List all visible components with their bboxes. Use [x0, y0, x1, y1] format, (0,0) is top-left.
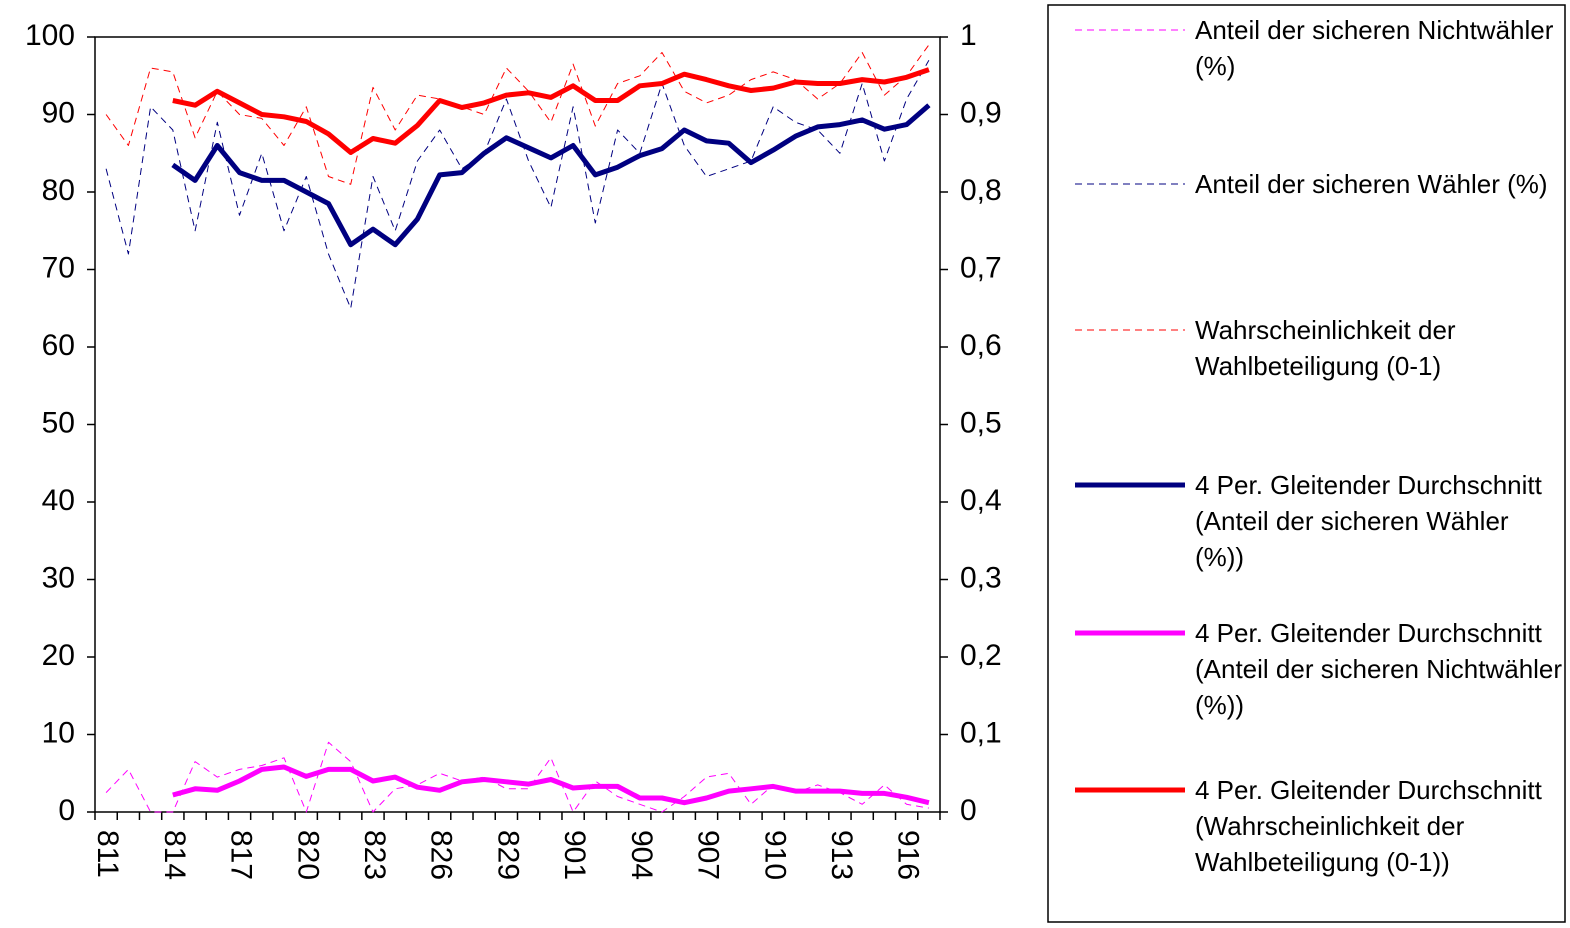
x-tick-label: 820 — [291, 830, 324, 880]
x-tick-label: 901 — [558, 830, 591, 880]
y-tick-label: 20 — [42, 639, 75, 672]
y2-tick-label: 0,9 — [960, 96, 1002, 129]
y2-tick-label: 0,1 — [960, 716, 1002, 749]
x-tick-label: 916 — [892, 830, 925, 880]
y-tick-label: 100 — [25, 19, 75, 52]
series-line — [171, 103, 931, 248]
y-tick-label: 70 — [42, 251, 75, 284]
y-tick-label: 50 — [42, 406, 75, 439]
x-tick-label: 814 — [158, 830, 191, 880]
y2-tick-label: 0,6 — [960, 329, 1002, 362]
legend-label: Anteil der sicheren Wähler (%) — [1195, 169, 1548, 199]
x-tick-label: 913 — [825, 830, 858, 880]
x-tick-label: 907 — [692, 830, 725, 880]
legend-label: 4 Per. Gleitender Durchschnitt (Anteil d… — [1195, 470, 1542, 572]
y2-tick-label: 0 — [960, 794, 977, 827]
y-tick-label: 80 — [42, 174, 75, 207]
series-line — [105, 741, 929, 813]
x-tick-label: 904 — [625, 830, 658, 880]
series-line — [105, 60, 930, 309]
series-line — [172, 764, 930, 806]
y-tick-label: 40 — [42, 484, 75, 517]
x-tick-label: 817 — [225, 830, 258, 880]
series-line — [105, 44, 930, 185]
x-tick-label: 811 — [91, 830, 124, 878]
x-tick-label: 823 — [358, 830, 391, 880]
y2-tick-label: 0,8 — [960, 174, 1002, 207]
y-tick-label: 30 — [42, 561, 75, 594]
y-tick-label: 60 — [42, 329, 75, 362]
y2-tick-label: 0,3 — [960, 561, 1002, 594]
y-tick-label: 0 — [58, 794, 75, 827]
legend-label: 4 Per. Gleitender Durchschnitt (Wahrsche… — [1195, 775, 1542, 877]
y2-tick-label: 1 — [960, 19, 977, 52]
legend-label: 4 Per. Gleitender Durchschnitt (Anteil d… — [1195, 618, 1563, 720]
y-tick-label: 10 — [42, 716, 75, 749]
x-tick-label: 829 — [491, 830, 524, 880]
series-line — [172, 67, 930, 155]
x-tick-label: 910 — [758, 830, 791, 880]
y2-tick-label: 0,7 — [960, 251, 1002, 284]
x-tick-label: 826 — [425, 830, 458, 880]
y2-tick-label: 0,5 — [960, 406, 1002, 439]
legend-label: Wahrscheinlichkeit der Wahlbeteiligung (… — [1195, 315, 1456, 381]
y2-tick-label: 0,2 — [960, 639, 1002, 672]
legend-label: Anteil der sicheren Nichtwähler (%) — [1195, 15, 1554, 81]
legend-box — [1047, 4, 1566, 923]
y-tick-label: 90 — [42, 96, 75, 129]
y2-tick-label: 0,4 — [960, 484, 1002, 517]
